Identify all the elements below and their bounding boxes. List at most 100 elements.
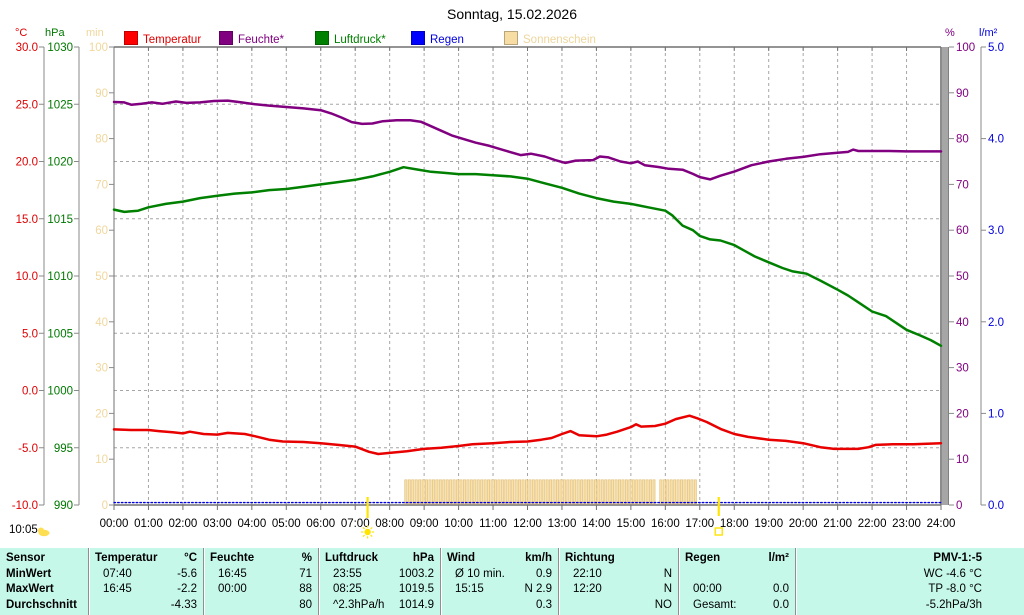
table-col-header: Temperatur °C: [89, 551, 203, 567]
sonnenschein-swatch-icon: [504, 31, 518, 45]
pressure-tick-label: 995: [54, 443, 73, 455]
x-tick-label: 07:00: [341, 518, 370, 530]
value-time: 12:20: [573, 583, 602, 595]
value-number: NO: [654, 598, 672, 611]
table-row-header: MinWert: [6, 567, 52, 580]
rain-axis-unit: l/m²: [979, 27, 998, 39]
table-col-header: Luftdruck hPa: [319, 551, 440, 567]
col-header-label: Luftdruck: [325, 552, 379, 564]
table-value-row: WC -4.6 °C: [796, 567, 1024, 583]
status-weather-icon: [38, 527, 50, 537]
series-feuchte: [112, 99, 943, 181]
pressure-tick-label: 1005: [47, 328, 73, 340]
value-number: 71: [299, 567, 312, 580]
temperature-axis: 30.0 25.0 20.0 15.0 10.0 5.0 0.0 -5.0 -10.0: [12, 42, 45, 512]
x-tick-label: 05:00: [272, 518, 301, 530]
legend-label: Regen: [430, 34, 464, 46]
col-header-label: PMV-1:-5: [933, 552, 982, 564]
col-header-unit: %: [301, 552, 312, 564]
value-time: 22:10: [573, 567, 602, 580]
legend-item-feuchte: Feuchte*: [219, 31, 284, 46]
value-time: 08:25: [333, 583, 362, 595]
plot-border: [113, 46, 949, 510]
x-tick-label: 23:00: [892, 518, 921, 530]
legend-item-luftdruck: Luftdruck*: [315, 31, 386, 46]
humidity-tick-label: 0: [956, 500, 962, 512]
legend-label: Temperatur: [143, 34, 202, 46]
sunshine-tick-label: 10: [95, 454, 108, 466]
sunshine-tick-label: 40: [95, 317, 108, 329]
legend-item-sonnenschein: Sonnenschein: [504, 31, 596, 46]
table-value-row: 22:10 N: [559, 567, 678, 583]
x-tick-label: 16:00: [651, 518, 680, 530]
col-header-unit: l/m²: [768, 552, 789, 564]
table-col-header: Richtung: [559, 551, 678, 567]
legend-label: Luftdruck*: [334, 34, 386, 46]
table-row-headers: Sensor MinWert MaxWert Durchschnitt: [0, 548, 88, 615]
x-tick-label: 13:00: [548, 518, 577, 530]
rain-tick-label: 0.0: [988, 500, 1004, 512]
x-tick-label: 12:00: [513, 518, 542, 530]
x-tick-label: 06:00: [306, 518, 335, 530]
table-row-header: Durchschnitt: [6, 598, 77, 611]
pressure-axis-unit: hPa: [45, 27, 65, 39]
col-header-label: Feuchte: [210, 552, 255, 564]
value-time: [918, 598, 926, 614]
table-value-row: [679, 567, 795, 583]
rain-tick-label: 1.0: [988, 408, 1004, 420]
x-tick-label: 00:00: [100, 518, 129, 530]
humidity-tick-label: 40: [956, 317, 969, 329]
humidity-tick-label: 80: [956, 134, 969, 146]
x-tick-label: 10:00: [444, 518, 473, 530]
col-header-label: Wind: [447, 552, 475, 564]
pressure-tick-label: 1025: [47, 99, 73, 111]
value-number: 1019.5: [398, 583, 434, 595]
sonnenschein-bars: [404, 479, 697, 505]
table-value-row: -5.2hPa/3h: [796, 598, 1024, 614]
x-tick-label: 24:00: [927, 518, 956, 530]
series-temperatur: [112, 414, 943, 456]
table-value-row: -4.33: [89, 598, 203, 614]
table-col-regen: Regen l/m² 00:00 0.0 Gesamt: 0.0: [678, 548, 795, 615]
col-header-label: Regen: [685, 552, 721, 564]
rain-tick-label: 2.0: [988, 317, 1004, 329]
x-tick-label: 03:00: [203, 518, 232, 530]
temp-axis-unit: °C: [15, 27, 28, 39]
feuchte-swatch-icon: [219, 31, 233, 45]
sunshine-tick-label: 60: [95, 225, 108, 237]
temperature-tick-label: 25.0: [16, 99, 38, 111]
temperature-tick-label: 15.0: [16, 214, 38, 226]
value-number: WC -4.6 °C: [923, 567, 982, 580]
table-col-header: Regen l/m²: [679, 551, 795, 567]
x-tick-label: 20:00: [789, 518, 818, 530]
temperature-tick-label: 30.0: [16, 42, 38, 54]
table-value-row: Ø 10 min. 0.9: [441, 567, 558, 583]
value-number: N: [663, 567, 672, 580]
pressure-tick-label: 1000: [47, 386, 73, 398]
pressure-tick-label: 1020: [47, 157, 73, 169]
x-tick-label: 14:00: [582, 518, 611, 530]
value-time: 00:00: [218, 583, 247, 595]
humidity-tick-label: 70: [956, 179, 969, 191]
value-number: 0.3: [536, 598, 552, 611]
value-number: 80: [299, 598, 312, 611]
sunshine-tick-label: 100: [89, 42, 108, 54]
pressure-tick-label: 1015: [47, 214, 73, 226]
table-col-luftdruck: Luftdruck hPa 23:55 1003.2 08:25 1019.5 ^2.3hP…: [318, 548, 440, 615]
col-header-label: Richtung: [565, 552, 615, 564]
table-value-row: 00:00 88: [204, 582, 318, 598]
value-time: [95, 598, 103, 614]
table-value-row: 08:25 1019.5: [319, 582, 440, 598]
x-tick-label: 21:00: [823, 518, 852, 530]
table-value-row: 07:40 -5.6: [89, 567, 203, 583]
temperature-tick-label: 10.0: [16, 271, 38, 283]
rain-tick-label: 3.0: [988, 225, 1004, 237]
table-value-row: ^2.3hPa/h 1014.9: [319, 598, 440, 614]
value-time: [920, 582, 928, 598]
x-tick-label: 22:00: [858, 518, 887, 530]
table-col-feuchte: Feuchte% 16:45 71 00:00 88 80: [203, 548, 318, 615]
value-time: Gesamt:: [693, 598, 737, 611]
table-col-header: PMV-1:-5: [796, 551, 1024, 567]
table-value-row: TP -8.0 °C: [796, 582, 1024, 598]
